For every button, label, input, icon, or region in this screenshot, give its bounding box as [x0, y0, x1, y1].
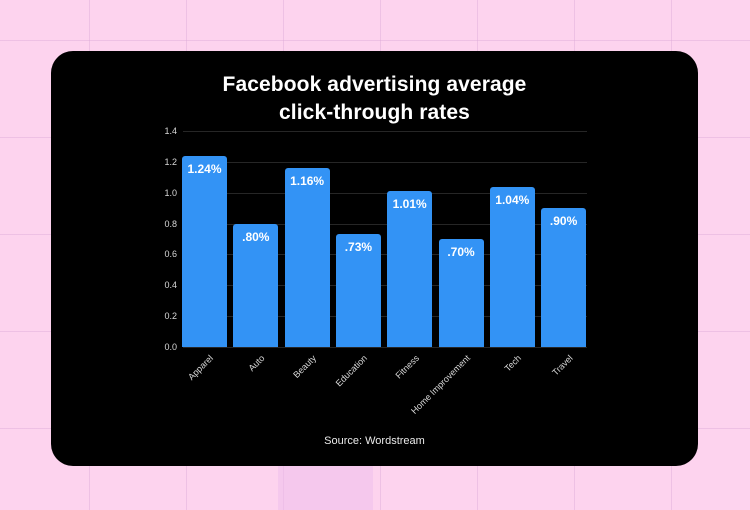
- y-axis-tick-label: 0.0: [164, 342, 177, 352]
- chart-title-line-2: click-through rates: [279, 101, 470, 124]
- y-axis-tick-label: 0.2: [164, 311, 177, 322]
- chart-title: Facebook advertising average click-throu…: [51, 71, 698, 127]
- x-axis-category-label: Apparel: [186, 353, 216, 383]
- x-axis-category-label: Beauty: [291, 353, 319, 380]
- y-axis-tick-label: 0.4: [164, 280, 177, 291]
- y-axis-tick-label: 1.0: [164, 187, 177, 198]
- bar-value-label: 1.01%: [392, 197, 427, 212]
- x-axis-category-label: Auto: [246, 353, 267, 374]
- gridline: [183, 223, 587, 225]
- bar-auto: .80%: [233, 223, 279, 347]
- x-axis-category-label: Fitness: [393, 353, 421, 381]
- gridline: [183, 131, 587, 132]
- bar-value-label: 1.24%: [187, 161, 222, 176]
- gridline: [183, 192, 587, 194]
- y-axis-tick-label: 0.8: [164, 218, 177, 229]
- x-axis-category-label: Travel: [550, 353, 575, 378]
- y-axis-tick-label: 0.6: [164, 249, 177, 260]
- bar-fitness: 1.01%: [387, 191, 433, 347]
- x-axis-category-label: Tech: [502, 353, 524, 374]
- bar-education: .73%: [335, 234, 381, 347]
- y-axis-tick-label: 1.2: [164, 156, 177, 167]
- gridline: [183, 316, 587, 318]
- chart-card: Facebook advertising average click-throu…: [51, 51, 698, 466]
- bar-home-improvement: .70%: [438, 239, 484, 347]
- bar-value-label: .80%: [242, 229, 270, 244]
- chart-source-note: Source: Wordstream: [324, 435, 425, 447]
- y-axis-tick-label: 1.4: [164, 126, 177, 136]
- gridline: [183, 161, 587, 163]
- x-axis-category-label: Education: [334, 353, 370, 389]
- bar-value-label: 1.16%: [290, 174, 325, 189]
- bar-value-label: 1.04%: [495, 192, 530, 207]
- bar-travel: .90%: [541, 208, 587, 347]
- background-highlight-cell: [278, 466, 373, 510]
- gridline: [183, 254, 587, 256]
- bar-tech: 1.04%: [489, 186, 535, 347]
- bar-beauty: 1.16%: [284, 168, 330, 347]
- bar-value-label: .70%: [447, 245, 475, 259]
- chart-title-line-1: Facebook advertising average: [222, 73, 527, 96]
- bar-apparel: 1.24%: [182, 155, 227, 347]
- bar-value-label: .90%: [549, 214, 578, 229]
- bar-value-label: .73%: [344, 240, 373, 255]
- gridline: [183, 285, 587, 287]
- gridline: [183, 347, 587, 348]
